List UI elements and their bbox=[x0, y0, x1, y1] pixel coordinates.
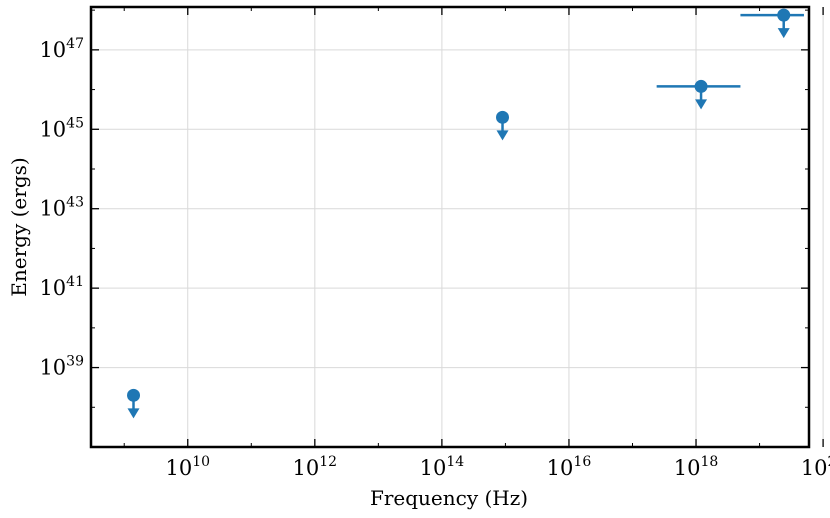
data-marker bbox=[496, 110, 510, 124]
x-tick-label: 1020 bbox=[801, 454, 830, 480]
data-point bbox=[740, 8, 804, 39]
data-marker bbox=[127, 388, 141, 402]
upper-limit-arrow bbox=[695, 99, 708, 110]
data-marker bbox=[777, 8, 791, 22]
y-tick-label: 1043 bbox=[39, 195, 84, 221]
y-tick-label: 1039 bbox=[39, 354, 84, 380]
upper-limit-arrow bbox=[127, 408, 140, 419]
upper-limit-arrow bbox=[777, 28, 790, 39]
grid-lines bbox=[91, 7, 824, 447]
x-axis-label: Frequency (Hz) bbox=[370, 486, 528, 510]
data-point bbox=[656, 79, 741, 110]
y-tick-label: 1047 bbox=[39, 36, 84, 62]
x-tick-label: 1014 bbox=[420, 454, 465, 480]
plot-frame bbox=[89, 5, 811, 449]
upper-limit-arrow bbox=[496, 130, 509, 141]
x-tick-label: 1010 bbox=[165, 454, 210, 480]
data-marker bbox=[694, 79, 708, 93]
y-axis-label: Energy (ergs) bbox=[7, 157, 31, 296]
data-point bbox=[127, 388, 141, 419]
y-tick-label: 1041 bbox=[39, 274, 84, 300]
data-points bbox=[127, 8, 804, 419]
data-point bbox=[496, 110, 510, 141]
tick-labels: 1010 1012 1014 1016 1018 1020 1039 1041 1043 1045… bbox=[39, 36, 830, 480]
x-tick-label: 1018 bbox=[674, 454, 719, 480]
x-tick-label: 1016 bbox=[547, 454, 592, 480]
axis-ticks bbox=[91, 7, 824, 447]
y-tick-label: 1045 bbox=[39, 115, 84, 141]
x-tick-label: 1012 bbox=[293, 454, 338, 480]
